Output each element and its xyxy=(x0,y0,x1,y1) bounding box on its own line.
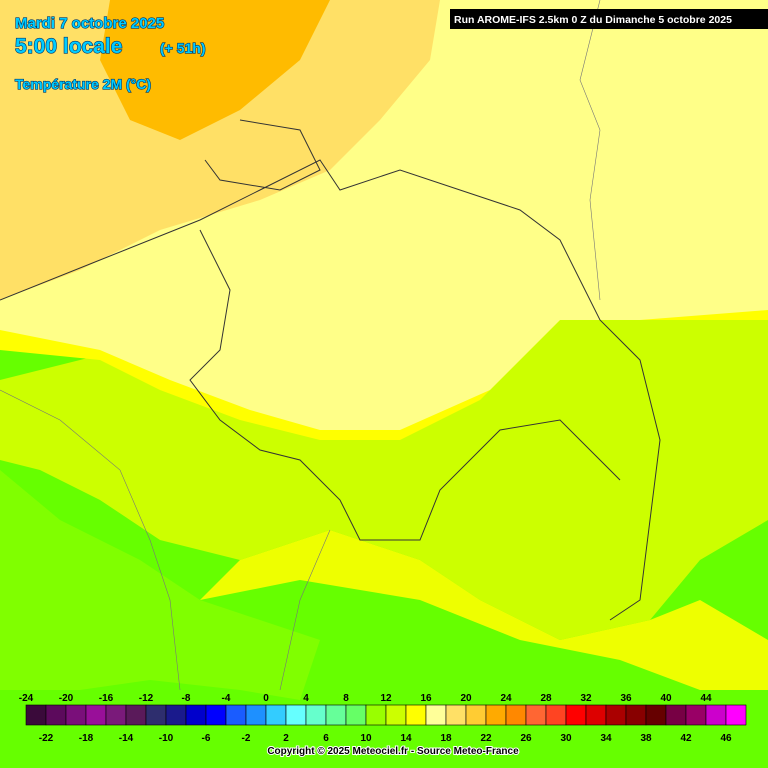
legend-label: 24 xyxy=(500,693,512,704)
legend-swatch xyxy=(725,704,747,726)
legend-swatch xyxy=(525,704,547,726)
legend-swatch xyxy=(105,704,127,726)
legend-label: 28 xyxy=(540,693,552,704)
region-lines xyxy=(0,0,601,691)
legend-label: 34 xyxy=(600,733,612,744)
legend-label: 40 xyxy=(660,693,672,704)
legend-label: 20 xyxy=(460,693,472,704)
legend-label: -16 xyxy=(99,693,114,704)
legend-label: 26 xyxy=(520,733,532,744)
time: 5:00 locale xyxy=(15,35,122,58)
legend-label: 22 xyxy=(480,733,492,744)
legend-label: -18 xyxy=(79,733,94,744)
legend-label: 2 xyxy=(283,733,289,744)
legend-swatch xyxy=(365,704,387,726)
legend-label: 38 xyxy=(640,733,652,744)
legend-label: -10 xyxy=(159,733,174,744)
legend-label: -8 xyxy=(182,693,191,704)
legend-swatch xyxy=(25,704,47,726)
legend-label: 14 xyxy=(400,733,412,744)
legend-label: -12 xyxy=(139,693,154,704)
legend-swatch xyxy=(85,704,107,726)
run-info: Run AROME-IFS 2.5km 0 Z du Dimanche 5 oc… xyxy=(454,14,732,26)
legend-swatch xyxy=(65,704,87,726)
legend-swatch xyxy=(265,704,287,726)
date: Mardi 7 octobre 2025 xyxy=(15,15,164,32)
legend-label: -20 xyxy=(59,693,74,704)
legend-swatch xyxy=(385,704,407,726)
zone-8-10 xyxy=(0,470,320,700)
legend-label: 8 xyxy=(343,693,349,704)
legend-swatch xyxy=(185,704,207,726)
legend-label: 4 xyxy=(303,693,309,704)
variable: Température 2M (°C) xyxy=(15,76,151,92)
legend-swatch xyxy=(665,704,687,726)
legend-swatch xyxy=(245,704,267,726)
legend-label: -22 xyxy=(39,733,54,744)
legend-label: 10 xyxy=(360,733,372,744)
legend-swatch xyxy=(205,704,227,726)
legend-swatch xyxy=(345,704,367,726)
copyright: Copyright © 2025 Meteociel.fr - Source M… xyxy=(267,746,519,757)
legend-swatch xyxy=(585,704,607,726)
lead-time: (+ 51h) xyxy=(160,40,206,56)
legend-swatch xyxy=(705,704,727,726)
legend-label: 36 xyxy=(620,693,632,704)
legend-swatch xyxy=(485,704,507,726)
legend-swatch xyxy=(405,704,427,726)
legend-swatch xyxy=(145,704,167,726)
legend-label: 12 xyxy=(380,693,392,704)
legend-label: 46 xyxy=(720,733,732,744)
zone-12 xyxy=(200,530,768,690)
legend-swatch xyxy=(165,704,187,726)
legend-swatch xyxy=(325,704,347,726)
legend-swatch xyxy=(505,704,527,726)
legend-swatch xyxy=(425,704,447,726)
legend-swatch xyxy=(445,704,467,726)
legend: -24-22-20-18-16-14-12-10-8-6-4-202468101… xyxy=(19,693,747,744)
legend-swatch xyxy=(565,704,587,726)
legend-swatch xyxy=(465,704,487,726)
legend-swatch xyxy=(645,704,667,726)
legend-label: 42 xyxy=(680,733,692,744)
legend-label: 18 xyxy=(440,733,452,744)
legend-label: 6 xyxy=(323,733,329,744)
legend-swatch xyxy=(605,704,627,726)
legend-swatch xyxy=(545,704,567,726)
legend-label: -24 xyxy=(19,693,34,704)
legend-swatch xyxy=(685,704,707,726)
legend-label: -14 xyxy=(119,733,134,744)
legend-swatch xyxy=(625,704,647,726)
legend-swatch xyxy=(225,704,247,726)
legend-label: 16 xyxy=(420,693,432,704)
legend-swatch xyxy=(125,704,147,726)
legend-label: 0 xyxy=(263,693,269,704)
legend-label: -6 xyxy=(202,733,211,744)
legend-swatch xyxy=(285,704,307,726)
legend-label: 44 xyxy=(700,693,712,704)
zone-18-20 xyxy=(100,0,330,140)
legend-label: -4 xyxy=(222,693,231,704)
legend-label: 32 xyxy=(580,693,592,704)
legend-swatch xyxy=(305,704,327,726)
legend-label: -2 xyxy=(242,733,251,744)
legend-swatch xyxy=(45,704,67,726)
legend-label: 30 xyxy=(560,733,572,744)
border-lines xyxy=(0,119,661,621)
run-box xyxy=(450,9,768,29)
